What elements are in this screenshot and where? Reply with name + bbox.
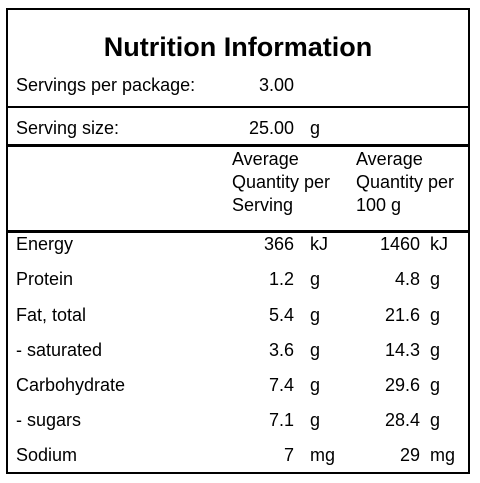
per-serving-value: 7.1: [268, 410, 294, 430]
per-serving-unit: mg: [310, 445, 336, 465]
servings-label: Servings per package:: [16, 75, 196, 95]
per-100g-value: 29: [399, 445, 420, 465]
per-serving-unit: g: [310, 305, 321, 325]
divider-thick: [8, 230, 468, 233]
divider-thick: [8, 144, 468, 147]
per-100g-value: 29.6: [384, 375, 420, 395]
per-serving-unit: g: [310, 269, 321, 289]
nutrient-name: Sodium: [16, 445, 78, 465]
per-100g-unit: kJ: [430, 234, 448, 254]
per-100g-unit: g: [430, 375, 441, 395]
per-serving-value: 7: [283, 445, 294, 465]
per-serving-value: 1.2: [268, 269, 294, 289]
nutrient-name: Protein: [16, 269, 74, 289]
panel-title: Nutrition Information: [103, 32, 373, 62]
per-100g-value: 28.4: [384, 410, 420, 430]
serving-size-unit: g: [310, 118, 321, 138]
column-header-line: Serving: [232, 195, 294, 215]
nutrient-name: Fat, total: [16, 305, 87, 325]
column-header-per-serving: Average Quantity per Serving: [232, 148, 330, 217]
divider: [8, 106, 468, 108]
per-serving-unit: kJ: [310, 234, 328, 254]
per-serving-unit: g: [310, 340, 321, 360]
column-header-line: 100 g: [356, 195, 402, 215]
column-header-line: Average: [356, 149, 423, 169]
per-serving-unit: g: [310, 410, 321, 430]
per-100g-unit: g: [430, 305, 441, 325]
per-serving-value: 5.4: [268, 305, 294, 325]
nutrient-name: - sugars: [16, 410, 82, 430]
per-100g-value: 14.3: [384, 340, 420, 360]
per-serving-value: 7.4: [268, 375, 294, 395]
serving-size-label: Serving size:: [16, 118, 120, 138]
nutrient-name: Carbohydrate: [16, 375, 126, 395]
per-100g-value: 4.8: [394, 269, 420, 289]
column-header-line: Quantity per: [356, 172, 455, 192]
per-100g-unit: g: [430, 410, 441, 430]
servings-value: 3.00: [258, 75, 294, 95]
per-100g-unit: g: [430, 269, 441, 289]
nutrient-name: Energy: [16, 234, 74, 254]
per-100g-unit: mg: [430, 445, 456, 465]
per-serving-value: 366: [263, 234, 294, 254]
column-header-line: Quantity per: [232, 172, 331, 192]
column-header-per-100g: Average Quantity per 100 g: [356, 148, 454, 217]
per-100g-unit: g: [430, 340, 441, 360]
per-serving-value: 3.6: [268, 340, 294, 360]
nutrition-panel: Nutrition Information Servings per packa…: [6, 8, 470, 474]
per-serving-unit: g: [310, 375, 321, 395]
column-header-line: Average: [232, 149, 299, 169]
serving-size-value: 25.00: [248, 118, 294, 138]
per-100g-value: 21.6: [384, 305, 420, 325]
nutrient-name: - saturated: [16, 340, 103, 360]
per-100g-value: 1460: [379, 234, 420, 254]
